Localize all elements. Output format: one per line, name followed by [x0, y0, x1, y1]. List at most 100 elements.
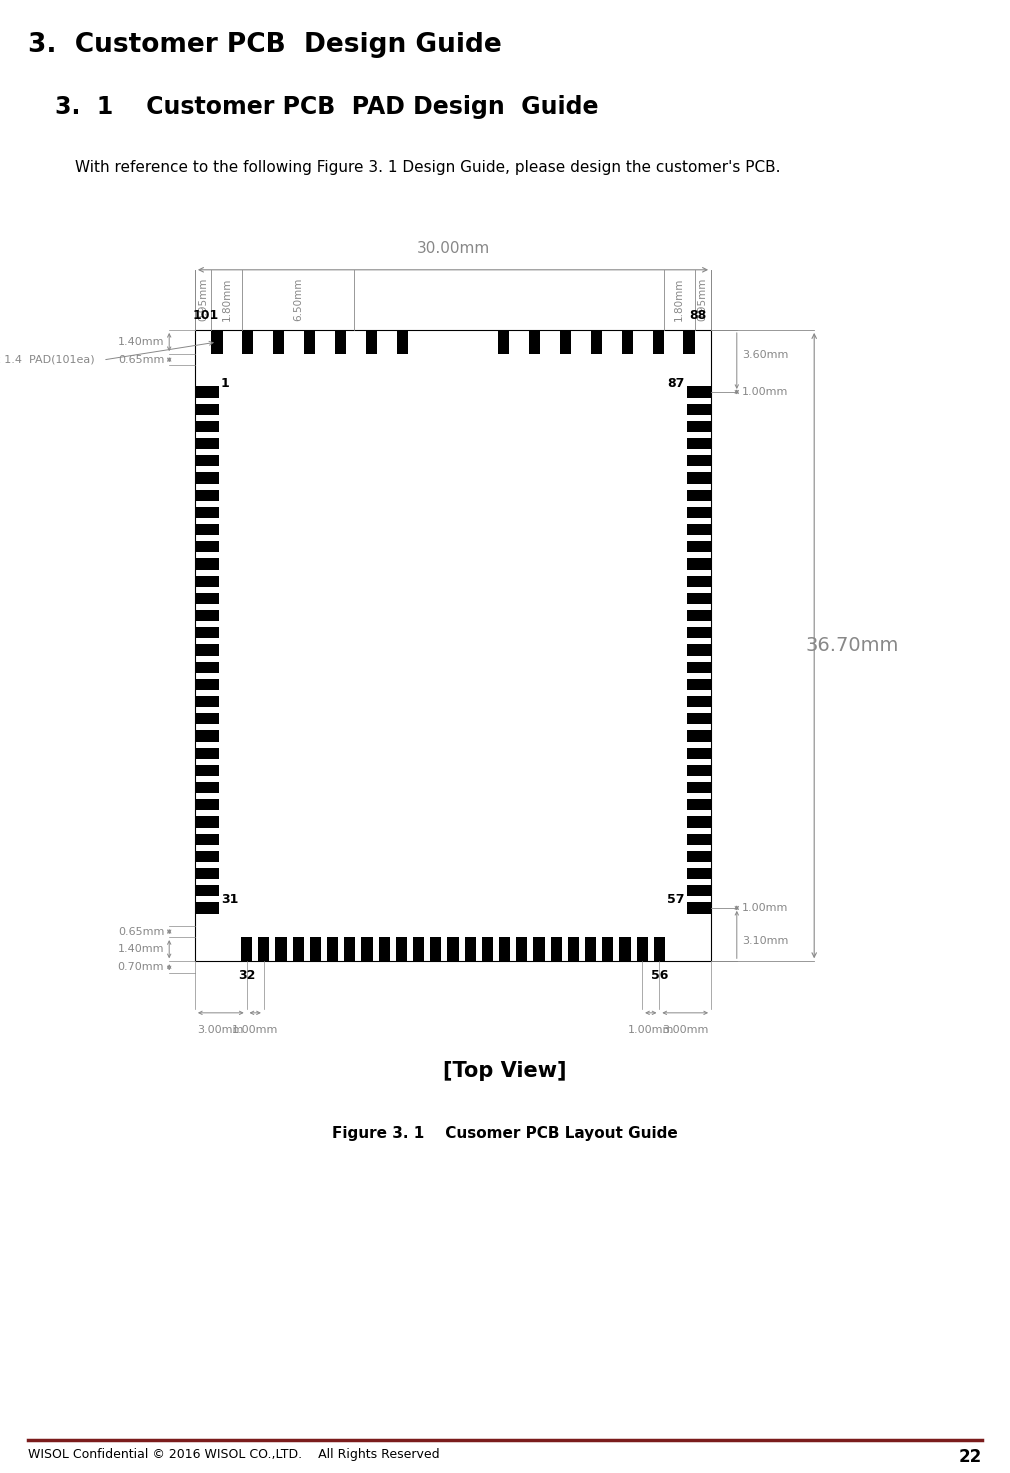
Bar: [396, 937, 407, 962]
Bar: [687, 404, 711, 415]
Bar: [195, 627, 219, 638]
Bar: [653, 937, 665, 962]
Bar: [211, 330, 222, 354]
Bar: [687, 421, 711, 432]
Text: 0.65 x 1.4  PAD(101ea): 0.65 x 1.4 PAD(101ea): [0, 355, 95, 365]
Bar: [687, 644, 711, 655]
Bar: [195, 558, 219, 570]
Bar: [636, 937, 647, 962]
Text: 3.  Customer PCB  Design Guide: 3. Customer PCB Design Guide: [28, 32, 502, 57]
Bar: [687, 558, 711, 570]
Bar: [362, 937, 373, 962]
Bar: [195, 747, 219, 759]
Bar: [687, 661, 711, 673]
Bar: [430, 937, 441, 962]
Bar: [687, 695, 711, 707]
Bar: [687, 885, 711, 896]
Bar: [687, 764, 711, 776]
Bar: [465, 937, 476, 962]
Bar: [528, 330, 540, 354]
Bar: [195, 610, 219, 622]
Bar: [687, 679, 711, 689]
Bar: [195, 524, 219, 535]
Text: 1.00mm: 1.00mm: [741, 903, 788, 913]
Bar: [367, 330, 378, 354]
Text: 31: 31: [221, 893, 238, 906]
Bar: [242, 330, 254, 354]
Bar: [687, 903, 711, 913]
Text: 1: 1: [221, 377, 230, 390]
Bar: [560, 330, 571, 354]
Bar: [195, 885, 219, 896]
Bar: [687, 592, 711, 604]
Bar: [413, 937, 424, 962]
Bar: [276, 937, 287, 962]
Bar: [397, 330, 408, 354]
Text: 0.65mm: 0.65mm: [118, 355, 165, 365]
Text: 1.80mm: 1.80mm: [222, 277, 232, 321]
Text: 32: 32: [238, 969, 256, 982]
Bar: [195, 713, 219, 725]
Bar: [335, 330, 346, 354]
Text: 1.00mm: 1.00mm: [741, 387, 788, 396]
Bar: [687, 713, 711, 725]
Bar: [195, 592, 219, 604]
Bar: [195, 576, 219, 586]
Bar: [687, 782, 711, 792]
Bar: [687, 627, 711, 638]
Text: 1.40mm: 1.40mm: [118, 337, 165, 348]
Bar: [195, 437, 219, 449]
Bar: [687, 816, 711, 828]
Bar: [327, 937, 338, 962]
Bar: [498, 330, 509, 354]
Bar: [195, 851, 219, 862]
Bar: [195, 541, 219, 552]
Bar: [195, 386, 219, 398]
Text: 0.65mm: 0.65mm: [118, 927, 165, 937]
Bar: [195, 455, 219, 467]
Bar: [568, 937, 579, 962]
Bar: [195, 816, 219, 828]
Bar: [195, 644, 219, 655]
Text: 3.60mm: 3.60mm: [741, 351, 788, 359]
Bar: [195, 679, 219, 689]
Text: 57: 57: [668, 893, 685, 906]
Bar: [687, 610, 711, 622]
Bar: [241, 937, 252, 962]
Text: 1.00mm: 1.00mm: [232, 1025, 279, 1036]
Bar: [293, 937, 304, 962]
Bar: [195, 731, 219, 741]
Text: 22: 22: [958, 1448, 982, 1466]
Bar: [195, 421, 219, 432]
Bar: [687, 489, 711, 501]
Bar: [619, 937, 630, 962]
Bar: [687, 851, 711, 862]
Bar: [195, 695, 219, 707]
Bar: [687, 576, 711, 586]
Bar: [687, 800, 711, 810]
Bar: [602, 937, 613, 962]
Text: 30.00mm: 30.00mm: [416, 240, 490, 256]
Bar: [274, 330, 285, 354]
Text: 3.00mm: 3.00mm: [662, 1025, 708, 1036]
Text: 0.70mm: 0.70mm: [118, 962, 165, 972]
Bar: [195, 661, 219, 673]
Text: 56: 56: [650, 969, 668, 982]
Bar: [195, 404, 219, 415]
Bar: [195, 489, 219, 501]
Bar: [516, 937, 527, 962]
Bar: [499, 937, 510, 962]
Text: WISOL Confidential © 2016 WISOL CO.,LTD.    All Rights Reserved: WISOL Confidential © 2016 WISOL CO.,LTD.…: [28, 1448, 439, 1461]
Bar: [687, 473, 711, 483]
Text: [Top View]: [Top View]: [443, 1061, 567, 1081]
Text: 0.95mm: 0.95mm: [198, 277, 208, 321]
Bar: [687, 437, 711, 449]
Bar: [621, 330, 632, 354]
Bar: [550, 937, 562, 962]
Bar: [195, 834, 219, 844]
Bar: [687, 541, 711, 552]
Text: 1.40mm: 1.40mm: [118, 944, 165, 955]
Bar: [304, 330, 315, 354]
Bar: [687, 747, 711, 759]
Bar: [684, 330, 695, 354]
